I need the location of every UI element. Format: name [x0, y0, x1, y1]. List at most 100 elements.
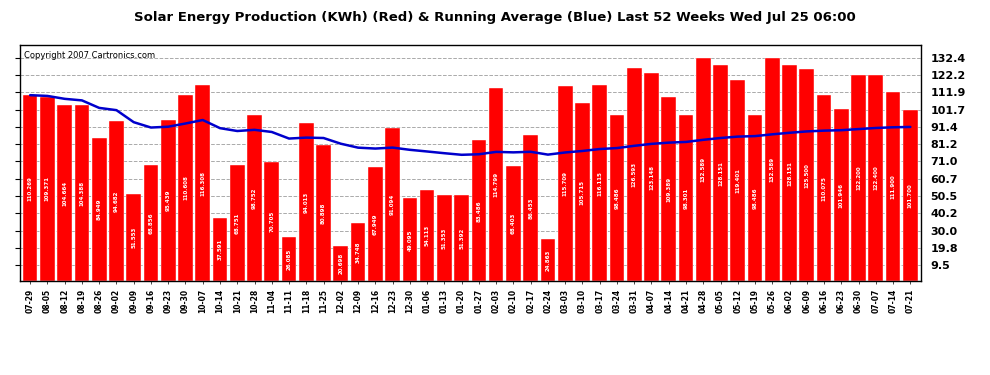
Bar [506, 166, 521, 281]
Text: 128.151: 128.151 [718, 160, 723, 186]
Text: 84.949: 84.949 [97, 199, 102, 220]
Bar [834, 109, 848, 281]
Bar [800, 69, 814, 281]
Text: 110.608: 110.608 [183, 176, 188, 200]
Text: 24.863: 24.863 [545, 250, 550, 271]
Bar [334, 246, 348, 281]
Text: 91.094: 91.094 [390, 194, 395, 215]
Bar [731, 80, 745, 281]
Text: 80.898: 80.898 [321, 202, 326, 223]
Bar [575, 103, 590, 281]
Text: 98.752: 98.752 [252, 187, 257, 209]
Bar [178, 94, 193, 281]
Bar [903, 110, 918, 281]
Bar [454, 195, 469, 281]
Bar [57, 105, 72, 281]
Text: 51.553: 51.553 [132, 227, 137, 249]
Text: 83.486: 83.486 [476, 200, 481, 222]
Text: 26.085: 26.085 [286, 249, 291, 270]
Text: 122.200: 122.200 [856, 166, 861, 190]
Bar [747, 115, 762, 281]
Text: 132.589: 132.589 [770, 157, 775, 182]
Text: 109.389: 109.389 [666, 176, 671, 201]
Bar [524, 135, 538, 281]
Text: 54.113: 54.113 [425, 225, 430, 246]
Bar [489, 87, 504, 281]
Bar [782, 65, 797, 281]
Bar [541, 239, 555, 281]
Text: 104.664: 104.664 [62, 180, 67, 206]
Text: 34.748: 34.748 [355, 241, 360, 262]
Bar [557, 86, 572, 281]
Text: Solar Energy Production (KWh) (Red) & Running Average (Blue) Last 52 Weeks Wed J: Solar Energy Production (KWh) (Red) & Ru… [134, 11, 856, 24]
Bar [195, 85, 210, 281]
Text: 68.856: 68.856 [148, 212, 153, 234]
Bar [316, 145, 331, 281]
Text: 125.500: 125.500 [804, 163, 809, 188]
Text: 49.095: 49.095 [407, 229, 413, 251]
Bar [851, 75, 866, 281]
Text: 109.371: 109.371 [45, 177, 50, 201]
Text: 101.946: 101.946 [839, 183, 843, 208]
Text: 98.301: 98.301 [683, 188, 688, 209]
Text: 114.799: 114.799 [494, 172, 499, 197]
Text: 20.698: 20.698 [339, 253, 344, 274]
Text: 94.013: 94.013 [304, 191, 309, 213]
Bar [420, 190, 435, 281]
Text: 67.949: 67.949 [373, 213, 378, 235]
Text: 86.453: 86.453 [528, 198, 534, 219]
Text: 37.591: 37.591 [218, 239, 223, 260]
Bar [127, 194, 141, 281]
Bar [627, 68, 642, 281]
Bar [161, 120, 175, 281]
Bar [817, 96, 832, 281]
Bar [350, 223, 365, 281]
Bar [144, 165, 158, 281]
Bar [368, 166, 383, 281]
Bar [644, 74, 658, 281]
Text: 110.269: 110.269 [28, 176, 33, 201]
Text: 101.700: 101.700 [908, 183, 913, 208]
Text: 98.486: 98.486 [752, 188, 757, 209]
Text: 128.151: 128.151 [787, 160, 792, 186]
Bar [230, 165, 245, 281]
Bar [385, 128, 400, 281]
Bar [299, 123, 314, 281]
Bar [23, 95, 38, 281]
Bar [868, 75, 883, 281]
Text: 105.715: 105.715 [580, 180, 585, 204]
Bar [109, 122, 124, 281]
Bar [40, 97, 54, 281]
Text: 94.682: 94.682 [114, 190, 119, 212]
Text: 70.705: 70.705 [269, 211, 274, 232]
Bar [92, 138, 107, 281]
Text: 132.589: 132.589 [701, 157, 706, 182]
Bar [74, 105, 89, 281]
Bar [213, 218, 228, 281]
Bar [471, 140, 486, 281]
Bar [696, 57, 711, 281]
Text: 68.403: 68.403 [511, 213, 516, 234]
Text: 122.400: 122.400 [873, 166, 878, 190]
Bar [713, 65, 728, 281]
Bar [661, 97, 676, 281]
Bar [610, 115, 625, 281]
Bar [403, 198, 417, 281]
Text: 116.308: 116.308 [200, 171, 205, 196]
Text: 126.593: 126.593 [632, 162, 637, 187]
Text: 116.115: 116.115 [597, 171, 602, 196]
Text: 110.075: 110.075 [822, 176, 827, 201]
Bar [765, 57, 779, 281]
Text: 123.148: 123.148 [649, 165, 654, 190]
Text: 115.709: 115.709 [562, 171, 567, 196]
Text: 119.401: 119.401 [736, 168, 741, 193]
Bar [264, 162, 279, 281]
Text: 51.392: 51.392 [459, 227, 464, 249]
Bar [886, 92, 901, 281]
Text: Copyright 2007 Cartronics.com: Copyright 2007 Cartronics.com [25, 51, 155, 60]
Text: 68.751: 68.751 [235, 213, 240, 234]
Bar [592, 85, 607, 281]
Text: 111.900: 111.900 [891, 174, 896, 199]
Text: 51.353: 51.353 [442, 227, 446, 249]
Bar [248, 115, 261, 281]
